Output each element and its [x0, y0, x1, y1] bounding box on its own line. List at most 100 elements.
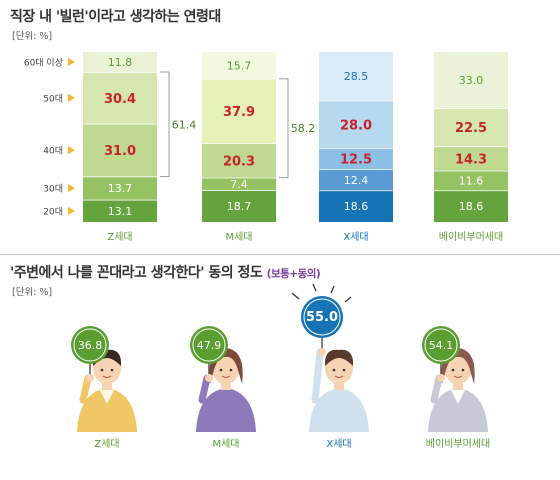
person-hair — [441, 348, 475, 384]
arrow-icon — [68, 58, 75, 67]
arrow-icon — [68, 93, 75, 102]
sign-circle — [301, 296, 343, 338]
person-hand — [86, 374, 94, 382]
group-label: X세대 — [326, 438, 351, 450]
bar-value-label: 18.6 — [344, 200, 369, 213]
group-label: 베이비부머세대 — [426, 438, 490, 450]
bracket-value: 61.4 — [172, 118, 197, 131]
bar-value-label: 12.4 — [344, 174, 369, 187]
bar-segment-3-0 — [434, 190, 508, 222]
bracket-line — [160, 71, 170, 177]
person-collar — [451, 390, 465, 404]
person-eye — [342, 368, 346, 372]
bar-segment-3-3 — [434, 108, 508, 147]
chart2-title-text: '주변에서 나를 꼰대라고 생각한다' 동의 정도 — [10, 265, 263, 281]
arrow-icon — [68, 206, 75, 215]
person-hair — [209, 348, 243, 384]
person-neck — [334, 380, 344, 390]
person-mouth — [221, 375, 231, 378]
bar-segment-0-3 — [83, 72, 157, 124]
person-arm — [430, 374, 443, 404]
bar-segment-0-4 — [83, 52, 157, 73]
person-body — [77, 388, 137, 432]
bar-segment-2-4 — [319, 52, 393, 101]
sign-value: 47.9 — [197, 339, 222, 352]
person-collar — [100, 390, 114, 404]
emphasis-ray — [312, 283, 317, 292]
bar-segment-2-0 — [319, 190, 393, 222]
person-hand — [205, 374, 213, 382]
person-body — [309, 388, 369, 432]
group-label: X세대 — [343, 231, 368, 243]
bar-segment-0-1 — [83, 176, 157, 200]
sign-circle — [190, 326, 228, 364]
bar-value-label: 12.5 — [340, 153, 372, 168]
age-legend-label: 40대 — [43, 146, 63, 157]
chart1-unit: [단위: %] — [12, 31, 53, 42]
age-legend-label: 60대 이상 — [24, 58, 63, 69]
person-eye — [229, 368, 233, 372]
chart1-title: 직장 내 '빌런'이라고 생각하는 연령대 — [10, 9, 221, 25]
sign-ring — [303, 298, 341, 336]
person-mouth — [334, 375, 344, 378]
sign-circle — [422, 326, 460, 364]
emphasis-ray — [344, 296, 352, 303]
group-label: Z세대 — [107, 231, 132, 243]
bracket-value: 58.2 — [291, 122, 316, 135]
person-head — [93, 352, 121, 384]
arrow-icon — [68, 184, 75, 193]
person-collar — [219, 390, 233, 404]
person-hair — [324, 349, 354, 366]
sign-value: 36.8 — [78, 339, 103, 352]
bracket: 58.2 — [279, 78, 316, 179]
bar-value-label: 18.6 — [459, 200, 484, 213]
sign-circle — [71, 326, 109, 364]
bar-value-label: 7.4 — [230, 178, 248, 191]
person-hair — [92, 349, 122, 366]
age-legend-label: 30대 — [43, 184, 63, 195]
bar-value-label: 28.5 — [344, 70, 369, 83]
sign-value: 55.0 — [306, 310, 338, 325]
person-neck — [221, 380, 231, 390]
bar-value-label: 15.7 — [227, 59, 252, 72]
bracket-line — [279, 78, 289, 179]
bar-value-label: 18.7 — [227, 200, 252, 213]
person-eye — [332, 368, 336, 372]
bar-value-label: 13.7 — [108, 182, 133, 195]
bracket: 61.4 — [160, 71, 197, 177]
bar-segment-0-0 — [83, 199, 157, 222]
person-head — [444, 352, 472, 384]
bar-segment-2-1 — [319, 169, 393, 191]
arrow-icon — [68, 146, 75, 155]
bar-segment-0-2 — [83, 123, 157, 177]
bar-value-label: 13.1 — [108, 205, 133, 218]
stacked-bar-chart: 13.1 13.7 31.0 30.4 11.8 Z세대 20대 30대 40대 50대 60대 이… — [24, 52, 508, 243]
bar-value-label: 30.4 — [104, 92, 136, 107]
person-eye — [219, 368, 223, 372]
person-arm — [198, 374, 211, 404]
bar-segment-2-2 — [319, 148, 393, 170]
bar-value-label: 28.0 — [340, 118, 372, 133]
emphasis-ray — [291, 292, 300, 300]
group-label: 베이비부머세대 — [439, 231, 503, 243]
bar-segment-1-3 — [202, 78, 276, 144]
group-label: M세대 — [225, 231, 252, 243]
bar-value-label: 31.0 — [104, 144, 136, 159]
section-divider — [0, 254, 560, 255]
bar-segment-3-2 — [434, 146, 508, 171]
person-eye — [100, 368, 104, 372]
bar-value-label: 14.3 — [455, 153, 487, 168]
person-eye — [461, 368, 465, 372]
person-body — [196, 388, 256, 432]
figure-3: 54.1 베이비부머세대 — [422, 326, 490, 450]
sign-value: 54.1 — [429, 339, 454, 352]
bar-value-label: 22.5 — [455, 121, 487, 136]
bar-value-label: 37.9 — [223, 105, 255, 120]
bar-segment-3-4 — [434, 52, 508, 109]
sign-ring — [424, 328, 458, 362]
person-mouth — [453, 375, 463, 378]
person-mouth — [102, 375, 112, 378]
person-eye — [110, 368, 114, 372]
person-body — [428, 388, 488, 432]
sign-ring — [192, 328, 226, 362]
